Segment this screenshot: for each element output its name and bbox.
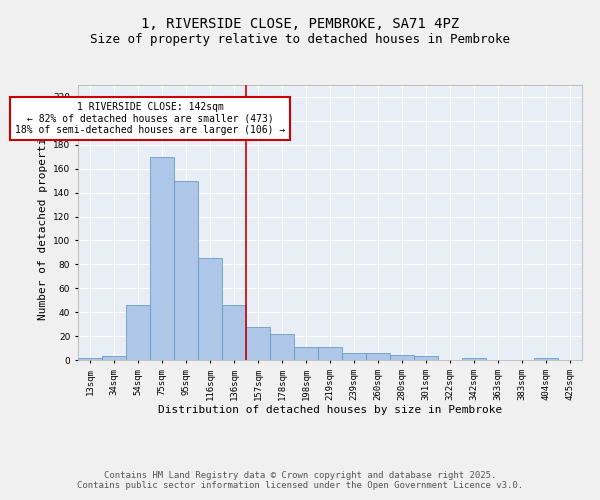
Bar — [126, 305, 150, 360]
Text: 1 RIVERSIDE CLOSE: 142sqm
← 82% of detached houses are smaller (473)
18% of semi: 1 RIVERSIDE CLOSE: 142sqm ← 82% of detac… — [15, 102, 285, 135]
Y-axis label: Number of detached properties: Number of detached properties — [38, 124, 47, 320]
Bar — [294, 347, 318, 360]
Bar — [102, 356, 126, 360]
Bar — [270, 334, 294, 360]
Bar — [222, 305, 246, 360]
Bar — [174, 180, 198, 360]
Bar — [150, 156, 174, 360]
Bar — [318, 347, 342, 360]
Bar — [414, 356, 438, 360]
Text: Size of property relative to detached houses in Pembroke: Size of property relative to detached ho… — [90, 32, 510, 46]
Bar — [534, 358, 558, 360]
Bar — [366, 353, 390, 360]
X-axis label: Distribution of detached houses by size in Pembroke: Distribution of detached houses by size … — [158, 406, 502, 415]
Bar — [78, 358, 102, 360]
Bar — [342, 353, 366, 360]
Bar — [390, 355, 414, 360]
Bar — [246, 326, 270, 360]
Text: Contains HM Land Registry data © Crown copyright and database right 2025.
Contai: Contains HM Land Registry data © Crown c… — [77, 470, 523, 490]
Bar — [198, 258, 222, 360]
Text: 1, RIVERSIDE CLOSE, PEMBROKE, SA71 4PZ: 1, RIVERSIDE CLOSE, PEMBROKE, SA71 4PZ — [141, 18, 459, 32]
Bar — [462, 358, 486, 360]
